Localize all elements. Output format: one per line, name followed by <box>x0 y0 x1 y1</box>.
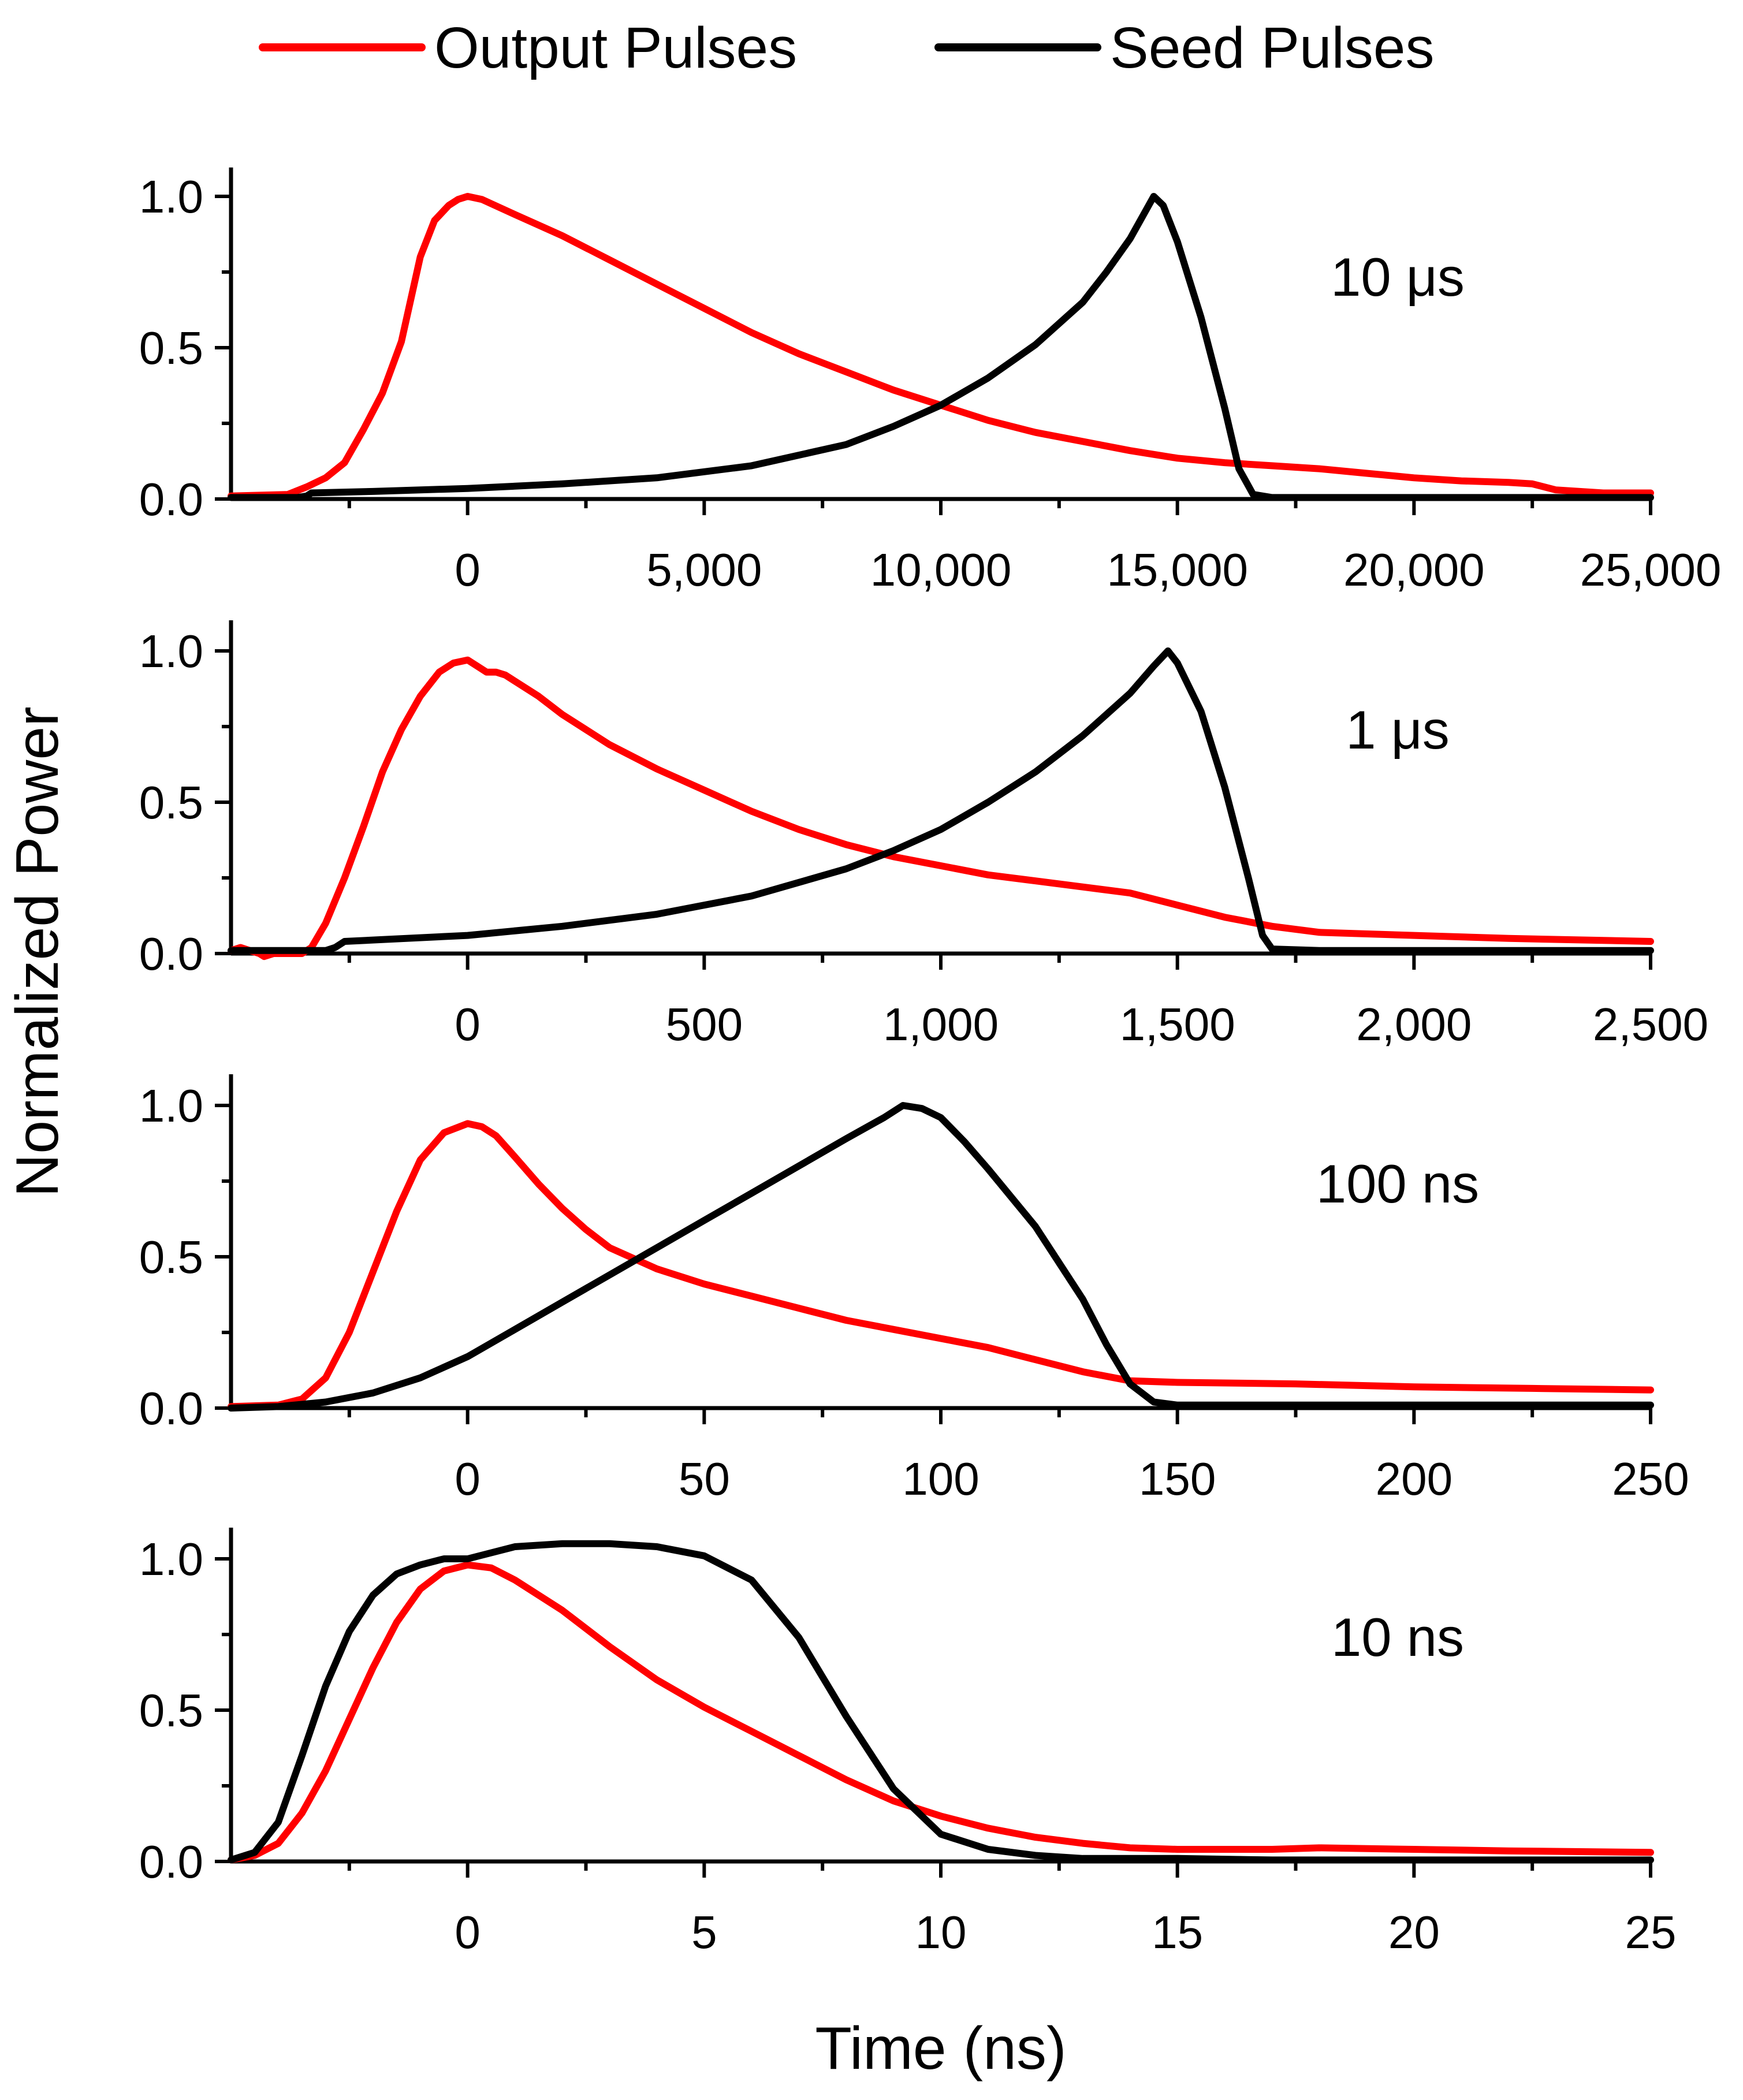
chart-panels: 0.0 0.5 1.0 0 5,000 10,000 15,000 20,000 25,000 1… <box>139 167 1722 1958</box>
panel-duration-label: 100 ns <box>1316 1153 1479 1214</box>
y-tick-label: 1.0 <box>139 625 203 677</box>
y-tick-label: 0.5 <box>139 1231 203 1283</box>
x-tick-label: 0 <box>455 1907 481 1958</box>
x-tick-label: 150 <box>1139 1453 1216 1505</box>
x-tick-label: 0 <box>455 1453 481 1505</box>
seed-pulse-line <box>228 1102 1654 1412</box>
output-pulse-line <box>228 193 1654 500</box>
x-tick-label: 500 <box>666 999 743 1050</box>
x-tick-label: 50 <box>679 1453 730 1505</box>
y-tick-label: 0.0 <box>139 474 203 525</box>
x-tick-label: 2,000 <box>1356 999 1472 1050</box>
seed-pulse-line <box>228 1540 1654 1864</box>
output-pulse-line <box>228 1561 1654 1864</box>
output-pulse-line <box>228 1120 1654 1410</box>
y-tick-label: 0.5 <box>139 1685 203 1736</box>
x-tick-label: 100 <box>902 1453 979 1505</box>
legend: Output Pulses Seed Pulses <box>259 16 1434 80</box>
legend-seed-label: Seed Pulses <box>1110 16 1434 80</box>
x-tick-label: 20 <box>1388 1907 1440 1958</box>
x-tick-label: 15 <box>1152 1907 1203 1958</box>
y-tick-label: 0.0 <box>139 928 203 980</box>
x-tick-label: 200 <box>1376 1453 1452 1505</box>
x-tick-label: 10,000 <box>870 544 1012 595</box>
y-tick-label: 0.0 <box>139 1836 203 1887</box>
x-tick-label: 5,000 <box>646 544 762 595</box>
x-tick-label: 5 <box>691 1907 717 1958</box>
y-tick-label: 0.0 <box>139 1383 203 1434</box>
x-tick-label: 10 <box>915 1907 967 1958</box>
panel-duration-label: 10 ns <box>1331 1607 1464 1667</box>
y-axis-title: Normalized Power <box>4 706 71 1197</box>
y-tick-label: 1.0 <box>139 1533 203 1585</box>
panel-3: 0.0 0.5 1.0 0 50 100 150 200 250 100 ns <box>139 1074 1689 1505</box>
x-tick-label: 25 <box>1625 1907 1677 1958</box>
x-tick-label: 0 <box>455 999 481 1050</box>
x-tick-label: 2,500 <box>1593 999 1708 1050</box>
y-tick-label: 0.5 <box>139 777 203 828</box>
x-axis-title: Time (ns) <box>815 2015 1066 2082</box>
panel-duration-label: 1 μs <box>1346 699 1450 760</box>
x-tick-label: 15,000 <box>1107 544 1248 595</box>
x-tick-label: 20,000 <box>1343 544 1485 595</box>
seed-pulse-line <box>228 647 1654 954</box>
legend-output-label: Output Pulses <box>434 16 797 80</box>
x-tick-label: 1,500 <box>1120 999 1235 1050</box>
x-tick-label: 25,000 <box>1580 544 1722 595</box>
x-tick-label: 0 <box>455 544 481 595</box>
x-tick-label: 250 <box>1612 1453 1689 1505</box>
y-tick-label: 1.0 <box>139 171 203 222</box>
panel-4: 0.0 0.5 1.0 0 5 10 15 20 25 10 ns <box>139 1528 1677 1958</box>
panel-1: 0.0 0.5 1.0 0 5,000 10,000 15,000 20,000 25,000 1… <box>139 167 1722 595</box>
seed-pulse-line <box>228 193 1654 501</box>
x-tick-label: 1,000 <box>883 999 999 1050</box>
y-tick-label: 1.0 <box>139 1080 203 1131</box>
y-tick-label: 0.5 <box>139 322 203 374</box>
panel-duration-label: 10 μs <box>1331 247 1465 307</box>
panel-2: 0.0 0.5 1.0 0 500 1,000 1,500 2,000 2,500 1 μs <box>139 620 1708 1050</box>
